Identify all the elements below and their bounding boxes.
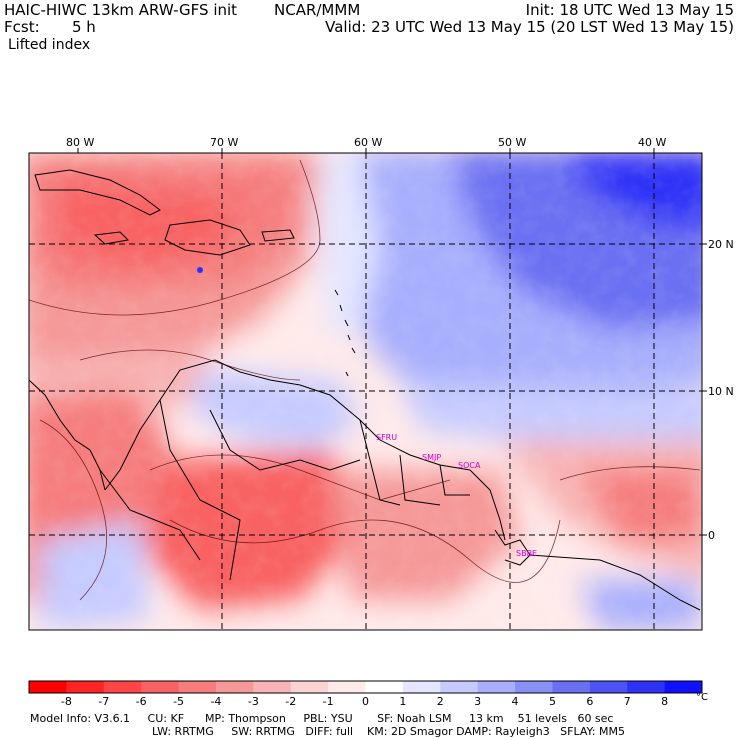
colorbar-tick-label: 1 bbox=[399, 695, 407, 708]
lon-label: 70 W bbox=[210, 136, 238, 149]
colorbar-tick-label: -6 bbox=[135, 695, 147, 708]
colorbar-swatch bbox=[627, 681, 666, 693]
city-label: SBBE bbox=[516, 549, 537, 558]
lat-label: 20 N bbox=[708, 238, 734, 251]
lat-label: 0 bbox=[708, 529, 715, 542]
colorbar-tick-label: -3 bbox=[247, 695, 259, 708]
map-field: SFRU SMJP SOCA SBBE bbox=[29, 153, 702, 630]
colorbar-swatch bbox=[178, 681, 217, 693]
fcst-value: 5 h bbox=[72, 18, 96, 36]
colorbar-tick-label: 3 bbox=[474, 695, 482, 708]
lon-label: 60 W bbox=[354, 136, 382, 149]
colorbar-swatch bbox=[103, 681, 142, 693]
colorbar-tick-label: -4 bbox=[210, 695, 222, 708]
lat-label: 10 N bbox=[708, 385, 734, 398]
fcst-label: Fcst: bbox=[4, 18, 40, 36]
colorbar-tick-label: 5 bbox=[548, 695, 556, 708]
city-label: SOCA bbox=[458, 461, 481, 470]
colorbar-tick-label: 7 bbox=[623, 695, 631, 708]
colorbar-swatch bbox=[589, 681, 628, 693]
colorbar-tick-label: 6 bbox=[586, 695, 594, 708]
model-title: HAIC-HIWC 13km ARW-GFS init bbox=[4, 1, 238, 19]
colorbar-tick-label: 4 bbox=[511, 695, 519, 708]
colorbar-swatch bbox=[141, 681, 180, 693]
colorbar-swatch bbox=[66, 681, 105, 693]
colorbar bbox=[28, 680, 703, 694]
org-label: NCAR/MMM bbox=[274, 1, 361, 19]
model-info-line1: Model Info: V3.6.1 CU: KF MP: Thompson P… bbox=[30, 712, 614, 725]
colorbar-swatch bbox=[552, 681, 591, 693]
colorbar-swatch bbox=[365, 681, 404, 693]
colorbar-tick-label: -2 bbox=[285, 695, 297, 708]
grid-lines bbox=[29, 153, 702, 630]
colorbar-unit: °C bbox=[696, 692, 708, 703]
city-label: SMJP bbox=[422, 453, 441, 462]
lon-label: 80 W bbox=[66, 136, 94, 149]
colorbar-swatch bbox=[328, 681, 366, 693]
colorbar-swatch bbox=[664, 681, 703, 693]
colorbar-swatch bbox=[29, 681, 67, 693]
colorbar-tick-label: 0 bbox=[362, 695, 369, 708]
colorbar-tick-label: -1 bbox=[322, 695, 334, 708]
model-info-line2: LW: RRTMG SW: RRTMG DIFF: full KM: 2D Sm… bbox=[152, 725, 625, 738]
colorbar-swatch bbox=[253, 681, 292, 693]
city-label: SFRU bbox=[376, 433, 397, 442]
valid-time: Valid: 23 UTC Wed 13 May 15 (20 LST Wed … bbox=[325, 18, 734, 36]
lon-label: 40 W bbox=[638, 136, 666, 149]
colorbar-swatch bbox=[402, 681, 441, 693]
colorbar-tick-label: 8 bbox=[661, 695, 669, 708]
colorbar-tick-label: -7 bbox=[98, 695, 110, 708]
init-time: Init: 18 UTC Wed 13 May 15 bbox=[525, 1, 734, 19]
colorbar-frame bbox=[28, 680, 703, 694]
colorbar-tick-label: -8 bbox=[60, 695, 72, 708]
field-name: Lifted index bbox=[8, 37, 91, 53]
colorbar-swatch bbox=[215, 681, 254, 693]
colorbar-swatch bbox=[290, 681, 329, 693]
lon-label: 50 W bbox=[498, 136, 526, 149]
colorbar-swatch bbox=[440, 681, 479, 693]
colorbar-tick-label: -5 bbox=[173, 695, 185, 708]
colorbar-tick-label: 2 bbox=[436, 695, 444, 708]
colorbar-swatch bbox=[477, 681, 516, 693]
colorbar-swatch bbox=[515, 681, 553, 693]
